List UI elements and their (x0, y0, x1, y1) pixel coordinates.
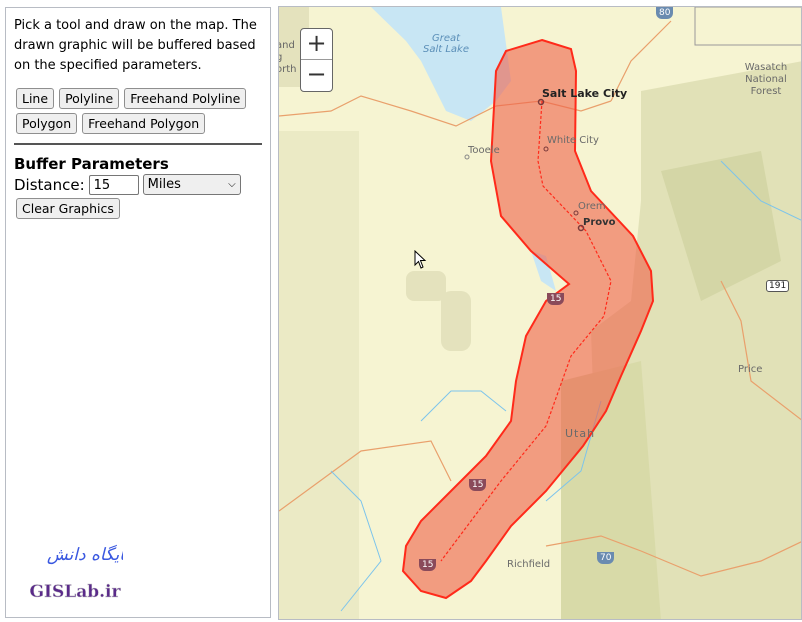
utah-lake (531, 251, 556, 291)
great-salt-lake (371, 7, 511, 121)
map-view[interactable]: and g orth + − Great Salt Lake Salt Lake… (278, 6, 802, 620)
label-tooele: Tooele (468, 145, 500, 156)
label-provo: Provo (583, 217, 616, 228)
tool-panel: Pick a tool and draw on the map. The dra… (5, 7, 271, 618)
unit-select[interactable]: Miles ⌵ (142, 174, 241, 195)
i70-shield-icon: 70 (597, 552, 615, 564)
buffer-parameters-heading: Buffer Parameters (14, 155, 169, 173)
label-richfield: Richfield (507, 559, 551, 570)
divider (14, 143, 262, 145)
us191-shield-icon: 191 (766, 280, 790, 292)
freehand-polyline-button[interactable]: Freehand Polyline (124, 88, 247, 109)
i15-shield-icon: 15 (419, 559, 437, 571)
line-button[interactable]: Line (16, 88, 55, 109)
chevron-down-icon: ⌵ (228, 179, 236, 190)
buffer-polygon[interactable] (401, 38, 655, 600)
label-orem: Orem (578, 201, 606, 212)
label-edge-truncated: and g orth (278, 40, 297, 76)
drawn-line (440, 100, 612, 562)
polyline-button[interactable]: Polyline (59, 88, 120, 109)
label-white-city: White City (547, 135, 599, 146)
zoom-in-button[interactable]: + (301, 29, 332, 60)
i80-shield-icon: 80 (656, 7, 674, 19)
boundary (694, 7, 801, 46)
map-canvas[interactable] (279, 7, 802, 620)
label-price: Price (738, 364, 763, 375)
distance-label: Distance: (14, 175, 85, 194)
i15-shield-icon: 15 (469, 479, 487, 491)
freehand-polygon-button[interactable]: Freehand Polygon (82, 113, 206, 134)
zoom-out-button[interactable]: − (306, 60, 327, 88)
logo-persian-text: پایگاه دانش (47, 544, 123, 565)
polygon-button[interactable]: Polygon (16, 113, 78, 134)
label-salt-lake-city: Salt Lake City (542, 87, 628, 100)
zoom-control: + − (300, 28, 333, 92)
distance-input[interactable]: 15 (88, 174, 139, 195)
clear-graphics-button[interactable]: Clear Graphics (16, 198, 120, 219)
gislab-logo: پایگاه دانش GISLab.ir (29, 544, 123, 602)
logo-text: GISLab.ir (30, 582, 122, 602)
i15-shield-icon: 15 (547, 293, 565, 305)
label-great-salt-lake: Great Salt Lake (423, 33, 469, 55)
city-markers (464, 98, 585, 232)
label-utah: Utah (565, 427, 596, 440)
label-wasatch: Wasatch National Forest (744, 62, 788, 97)
unit-selected: Miles (147, 177, 181, 192)
mouse-cursor-icon (414, 250, 427, 269)
instructions: Pick a tool and draw on the map. The dra… (14, 18, 257, 73)
